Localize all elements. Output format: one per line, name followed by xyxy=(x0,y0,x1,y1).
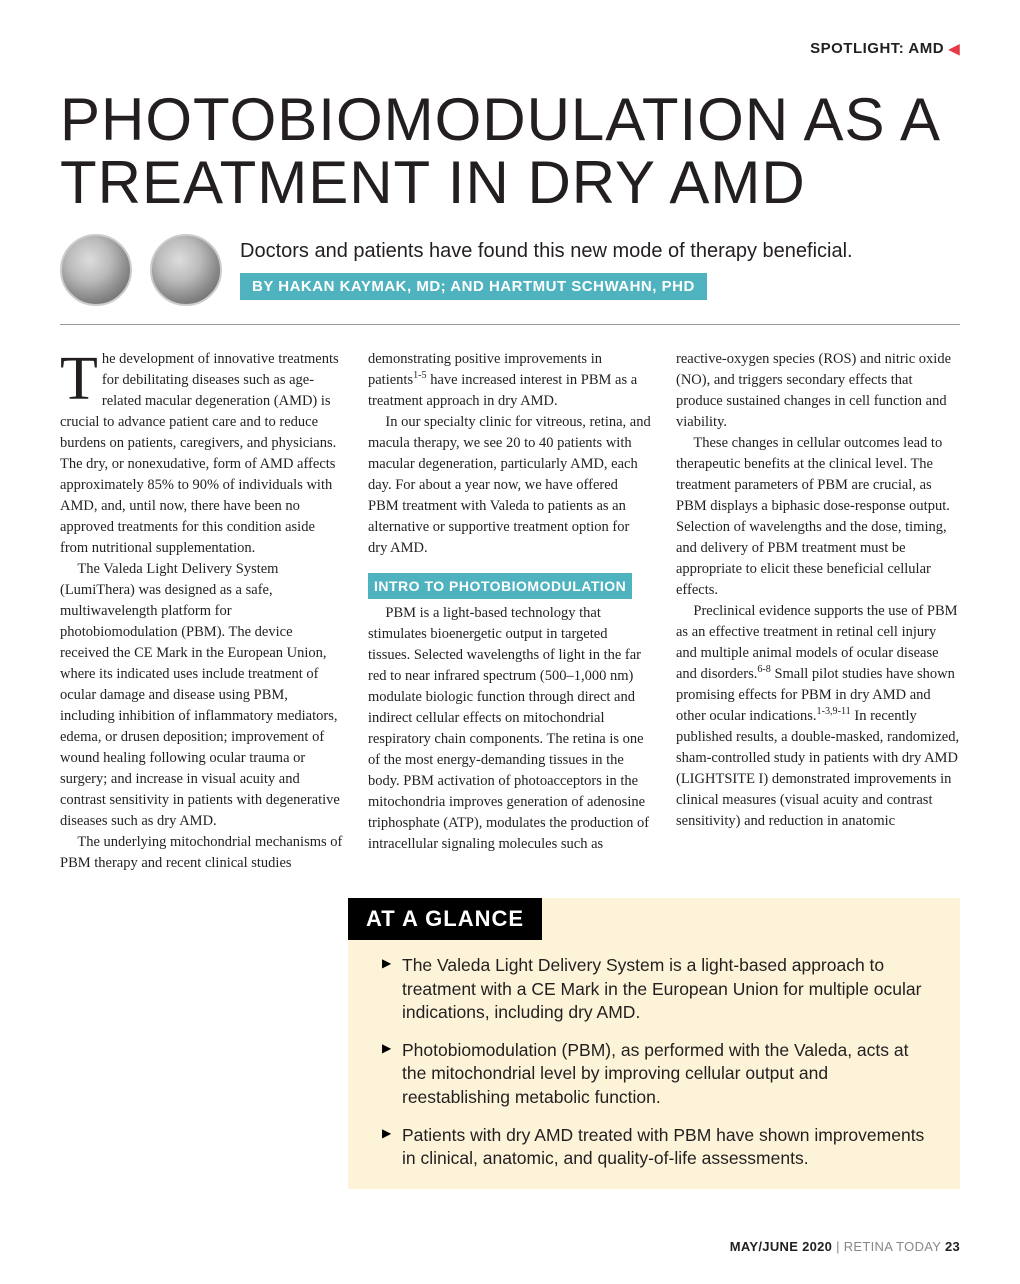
paragraph-4: In our specialty clinic for vitreous, re… xyxy=(368,412,652,559)
citation-ref: 1-3,9-11 xyxy=(817,706,851,717)
header-divider xyxy=(60,324,960,325)
paragraph-6: These changes in cellular outcomes lead … xyxy=(676,433,960,601)
byline-row: Doctors and patients have found this new… xyxy=(60,234,960,306)
paragraph-1: The development of innovative treatments… xyxy=(60,349,344,559)
footer-issue: MAY/JUNE 2020 xyxy=(730,1239,832,1254)
author-avatar-2 xyxy=(150,234,222,306)
citation-ref: 6-8 xyxy=(757,664,771,675)
page-footer: MAY/JUNE 2020 | RETINA TODAY 23 xyxy=(60,1239,960,1254)
author-byline: BY HAKAN KAYMAK, MD; AND HARTMUT SCHWAHN… xyxy=(240,273,707,300)
spotlight-header: SPOTLIGHT: AMD ◀ xyxy=(60,40,960,58)
byline-text-block: Doctors and patients have found this new… xyxy=(240,240,853,300)
spotlight-arrow-icon: ◀ xyxy=(949,41,960,57)
glance-item: The Valeda Light Delivery System is a li… xyxy=(382,954,932,1025)
article-body: The development of innovative treatments… xyxy=(60,349,960,1189)
at-a-glance-title: AT A GLANCE xyxy=(348,898,542,940)
glance-item: Patients with dry AMD treated with PBM h… xyxy=(382,1124,932,1171)
paragraph-7: Preclinical evidence supports the use of… xyxy=(676,601,960,832)
citation-ref: 1-5 xyxy=(413,370,427,381)
glance-item: Photobiomodulation (PBM), as performed w… xyxy=(382,1039,932,1110)
body-columns: The development of innovative treatments… xyxy=(60,349,960,874)
dropcap: T xyxy=(60,349,102,406)
article-subtitle: Doctors and patients have found this new… xyxy=(240,240,853,263)
article-title: PHOTOBIOMODULATION AS A TREATMENT IN DRY… xyxy=(60,88,960,214)
paragraph-2: The Valeda Light Delivery System (LumiTh… xyxy=(60,559,344,832)
footer-page-number: 23 xyxy=(945,1239,960,1254)
spotlight-label: SPOTLIGHT: AMD xyxy=(810,40,944,57)
footer-publication: | RETINA TODAY xyxy=(836,1239,941,1254)
section-heading-intro: INTRO TO PHOTOBIOMODULATION xyxy=(368,573,632,599)
author-avatar-1 xyxy=(60,234,132,306)
at-a-glance-box: AT A GLANCE The Valeda Light Delivery Sy… xyxy=(348,898,960,1189)
at-a-glance-list: The Valeda Light Delivery System is a li… xyxy=(348,954,960,1171)
